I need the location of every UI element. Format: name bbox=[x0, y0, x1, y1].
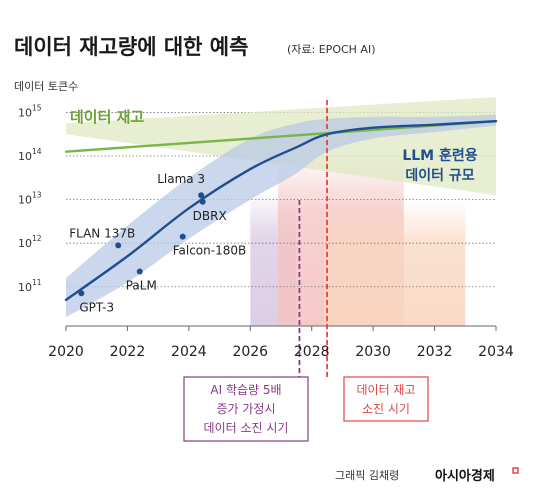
series-line-1 bbox=[64, 119, 498, 302]
x-tick-label-6: 2032 bbox=[417, 344, 453, 360]
y-tick-label-2: 1013 bbox=[18, 191, 42, 207]
y-tick-label-1: 1012 bbox=[18, 234, 42, 250]
data-point-label-0: GPT-3 bbox=[79, 300, 114, 314]
x-tick-label-3: 2026 bbox=[232, 344, 268, 360]
credit-text: 그래픽 김채령 bbox=[335, 469, 399, 482]
y-tick-label-3: 1014 bbox=[18, 147, 42, 163]
series-label-1-line-1: 데이터 규모 bbox=[405, 167, 474, 184]
series-label-1-line-0: LLM 훈련용 bbox=[402, 147, 477, 164]
y-tick-exponent-4: 15 bbox=[32, 103, 42, 112]
x-tick-label-7: 2034 bbox=[478, 344, 514, 360]
y-tick-exponent-2: 13 bbox=[32, 191, 42, 200]
y-tick-label-0: 1011 bbox=[18, 278, 42, 294]
shaded-range-2 bbox=[324, 200, 466, 326]
data-point-label-4: Llama 3 bbox=[157, 172, 205, 186]
series-label-0: 데이터 재고 bbox=[70, 108, 144, 126]
annotation-box-0 bbox=[183, 376, 309, 442]
brand-mark-icon bbox=[512, 467, 519, 474]
annotation-text-1-0: 데이터 재고 bbox=[356, 383, 415, 397]
y-tick-exponent-3: 14 bbox=[32, 147, 42, 156]
y-axis-label: 데이터 토큰수 bbox=[14, 80, 78, 93]
chart-title: 데이터 재고량에 대한 예측 bbox=[14, 35, 248, 59]
data-point-4 bbox=[198, 192, 205, 199]
annotation-box-1 bbox=[343, 376, 429, 422]
chart-source: (자료: EPOCH AI) bbox=[287, 43, 376, 56]
data-point-label-2: PaLM bbox=[126, 279, 157, 293]
data-point-5 bbox=[199, 198, 206, 205]
annotation-text-0-2: 데이터 소진 시기 bbox=[204, 421, 289, 435]
y-tick-label-4: 1015 bbox=[18, 103, 42, 119]
data-point-1 bbox=[115, 242, 122, 249]
data-point-label-1: FLAN 137B bbox=[69, 226, 135, 240]
x-tick-label-2: 2024 bbox=[171, 344, 207, 360]
x-tick-label-0: 2020 bbox=[48, 344, 84, 360]
data-point-0 bbox=[78, 290, 85, 297]
credit-brand: 아시아경제 bbox=[435, 468, 495, 484]
y-tick-exponent-1: 12 bbox=[32, 234, 42, 243]
data-point-2 bbox=[136, 268, 143, 275]
x-tick-label-1: 2022 bbox=[110, 344, 146, 360]
annotation-text-0-1: 증가 가정시 bbox=[216, 402, 275, 416]
annotation-lines bbox=[298, 100, 328, 378]
shaded-ranges bbox=[250, 150, 466, 326]
x-tick-labels: 2020 2022 2024 2026 2028 2030 2032 2034 bbox=[48, 326, 514, 360]
x-tick-label-4: 2028 bbox=[294, 344, 330, 360]
annotation-text-0-0: AI 학습량 5배 bbox=[210, 383, 281, 397]
series-lines bbox=[64, 119, 498, 302]
data-point-3 bbox=[179, 233, 186, 240]
y-tick-labels: 1011 1012 1013 1014 1015 bbox=[18, 103, 42, 293]
data-point-label-5: DBRX bbox=[193, 209, 227, 223]
annotation-text-1-1: 소진 시기 bbox=[362, 402, 410, 416]
y-tick-exponent-0: 11 bbox=[32, 278, 42, 287]
data-points: GPT-3 FLAN 137B PaLM Falcon-180B Llama 3 DBRX bbox=[69, 172, 246, 314]
x-tick-label-5: 2030 bbox=[355, 344, 391, 360]
data-point-label-3: Falcon-180B bbox=[173, 244, 247, 258]
